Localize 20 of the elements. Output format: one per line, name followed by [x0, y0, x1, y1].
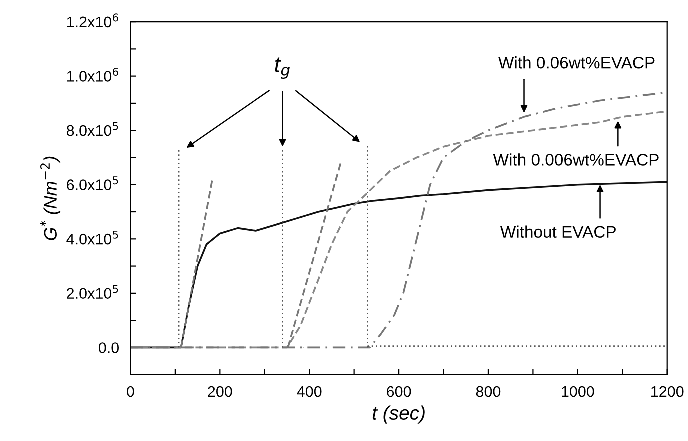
y-tick-label: 1.2x10$^{6}$: [67, 14, 118, 28]
y-tick-label: 6.0x10$^{5}$: [67, 176, 118, 190]
x-tick-label: 800: [476, 386, 501, 398]
x-axis-title: t (sec): [372, 406, 425, 424]
annotation: With 0.006wt%EVACP: [493, 154, 659, 166]
y-tick-label: 2.0x10$^{5}$: [67, 285, 118, 300]
y-tick-label: 4.0x10$^{5}$: [66, 230, 118, 245]
x-tick-label: 1000: [562, 386, 594, 398]
y-axis-title: G$^{*}$ (Nm$^{−2}$): [40, 156, 61, 240]
y-tick-label: 0.0: [98, 342, 120, 354]
x-tick-label: 600: [387, 386, 412, 398]
x-tick-label: 400: [297, 386, 322, 398]
x-tick-label: 1200: [652, 386, 684, 398]
annotation: Without EVACP: [500, 226, 616, 238]
x-tick-label: 200: [208, 386, 232, 398]
annotation: With 0.06wt%EVACP: [498, 56, 655, 69]
annotation: t$_{g}$: [275, 58, 290, 80]
y-tick-label: 8.0x10$^{5}$: [66, 122, 118, 136]
x-tick-label: 0: [127, 386, 134, 398]
y-tick-label: 1.0x10$^{6}$: [67, 68, 118, 82]
